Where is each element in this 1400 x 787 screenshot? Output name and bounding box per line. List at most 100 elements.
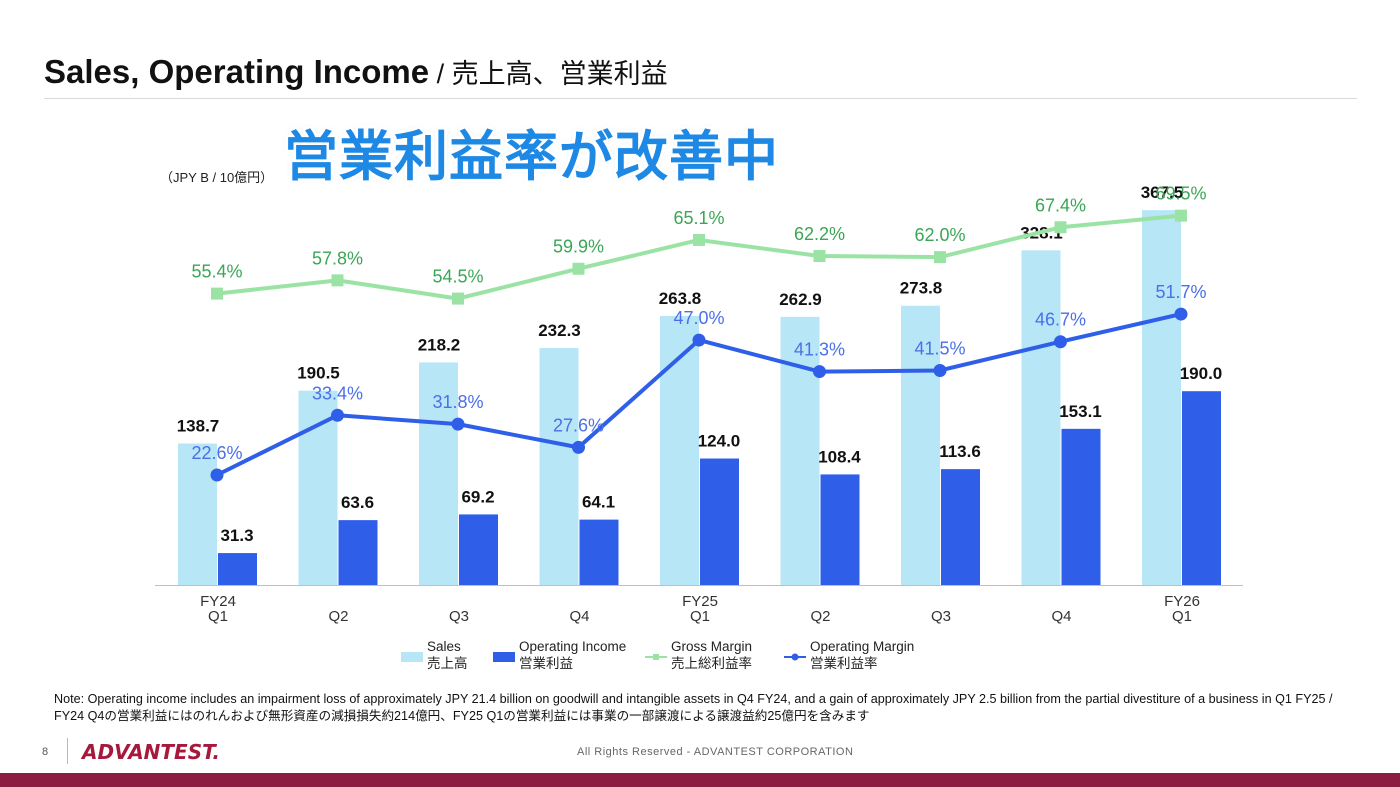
- marker-operating-margin-3: [572, 440, 585, 454]
- label-operating-income-1: 63.6: [341, 493, 374, 512]
- legend-swatch-sales: [401, 652, 423, 662]
- label-operating-income-2: 69.2: [461, 487, 494, 506]
- bar-sales-2: [419, 362, 458, 585]
- x-tick-label-8-line2: Q1: [1172, 608, 1192, 625]
- page-title: Sales, Operating Income / 売上高、営業利益: [44, 52, 668, 91]
- marker-gross-margin-6: [934, 251, 946, 264]
- label-gross-margin-2: 54.5%: [432, 267, 483, 287]
- bar-operating-income-7: [1061, 428, 1101, 585]
- x-tick-label-6-line2: Q3: [931, 608, 951, 625]
- x-tick-label-4-line2: Q1: [690, 608, 710, 625]
- label-sales-4: 263.8: [659, 289, 702, 308]
- marker-operating-margin-1: [331, 408, 344, 422]
- legend-operating-income-en: Operating Income: [519, 639, 627, 654]
- label-operating-income-6: 113.6: [939, 442, 981, 461]
- x-tick-label-1-line2: Q2: [328, 608, 348, 625]
- label-operating-margin-1: 33.4%: [312, 383, 363, 403]
- marker-gross-margin-3: [572, 262, 585, 275]
- page-title-main: Sales, Operating Income: [44, 53, 430, 90]
- x-tick-label-3-line2: Q4: [569, 608, 589, 625]
- bar-sales-0: [178, 443, 217, 585]
- unit-label: （JPY B / 10億円）: [160, 170, 274, 185]
- bar-sales-4: [660, 315, 699, 585]
- legend-sales-ja: 売上高: [427, 656, 468, 671]
- label-operating-margin-2: 31.8%: [432, 392, 483, 412]
- label-operating-margin-0: 22.6%: [191, 443, 242, 463]
- label-gross-margin-7: 67.4%: [1035, 195, 1086, 215]
- label-sales-0: 138.7: [177, 417, 220, 436]
- bar-operating-income-2: [459, 514, 498, 585]
- sales-operating-income-chart: 138.731.3FY24Q1190.563.6Q2218.269.2Q3232…: [155, 183, 1243, 625]
- label-operating-margin-7: 46.7%: [1035, 310, 1086, 330]
- title-divider: [44, 98, 1357, 99]
- marker-operating-margin-4: [692, 333, 706, 347]
- label-gross-margin-4: 65.1%: [673, 208, 724, 228]
- label-operating-income-3: 64.1: [582, 493, 615, 512]
- marker-gross-margin-7: [1054, 221, 1067, 234]
- label-gross-margin-0: 55.4%: [191, 262, 242, 282]
- marker-gross-margin-5: [813, 250, 826, 263]
- bar-sales-8: [1142, 210, 1181, 585]
- marker-operating-margin-6: [933, 363, 947, 377]
- callout-text: 営業利益率が改善中: [284, 125, 779, 188]
- x-tick-label-7-line2: Q4: [1051, 608, 1071, 625]
- legend-gross-margin-ja: 売上総利益率: [671, 656, 752, 671]
- bar-operating-income-1: [338, 520, 378, 585]
- legend-gross-margin-en: Gross Margin: [671, 639, 753, 654]
- label-gross-margin-3: 59.9%: [553, 237, 604, 257]
- marker-operating-margin-2: [451, 417, 465, 431]
- label-operating-margin-5: 41.3%: [794, 340, 845, 360]
- label-operating-income-0: 31.3: [220, 526, 253, 545]
- label-operating-margin-6: 41.5%: [914, 338, 965, 358]
- label-sales-1: 190.5: [297, 364, 340, 383]
- marker-gross-margin-8: [1175, 209, 1187, 222]
- label-operating-margin-8: 51.7%: [1155, 282, 1206, 302]
- x-tick-label-8-line1: FY26: [1164, 593, 1200, 610]
- legend-swatch-operating-income: [493, 652, 515, 662]
- x-tick-label-5-line2: Q2: [810, 608, 830, 625]
- footer-divider: [67, 738, 68, 764]
- marker-gross-margin-0: [211, 287, 223, 300]
- label-operating-margin-4: 47.0%: [673, 308, 724, 328]
- copyright-text: All Rights Reserved - ADVANTEST CORPORAT…: [577, 746, 854, 758]
- bottom-brand-bar: [0, 773, 1400, 787]
- marker-operating-margin-0: [210, 468, 224, 482]
- bar-operating-income-8: [1182, 391, 1221, 585]
- bar-sales-7: [1021, 250, 1061, 585]
- page-number: 8: [42, 746, 49, 758]
- x-tick-label-0-line2: Q1: [208, 608, 228, 625]
- label-sales-6: 273.8: [900, 279, 943, 298]
- legend-swatch-operating-margin: [784, 653, 806, 661]
- marker-operating-margin-8: [1174, 307, 1188, 321]
- footnote: Note: Operating income includes an impai…: [54, 692, 1333, 723]
- label-operating-income-8: 190.0: [1180, 364, 1223, 383]
- legend-swatch-gross-margin: [645, 654, 667, 660]
- label-sales-2: 218.2: [418, 335, 461, 354]
- label-operating-income-7: 153.1: [1059, 402, 1102, 421]
- marker-gross-margin-4: [693, 233, 705, 246]
- legend-operating-margin-en: Operating Margin: [810, 639, 915, 654]
- label-operating-margin-3: 27.6%: [553, 415, 604, 435]
- label-operating-income-5: 108.4: [818, 447, 861, 466]
- marker-operating-margin-5: [813, 365, 826, 379]
- bar-sales-6: [901, 305, 940, 585]
- label-sales-3: 232.3: [538, 321, 581, 340]
- label-gross-margin-6: 62.0%: [914, 225, 965, 245]
- label-operating-income-4: 124.0: [698, 432, 741, 451]
- bar-sales-3: [539, 348, 579, 585]
- label-gross-margin-8: 69.5%: [1155, 184, 1206, 204]
- bar-operating-income-5: [820, 474, 860, 585]
- bar-operating-income-3: [579, 519, 619, 585]
- advantest-logo: ADVANTEST.: [82, 740, 220, 764]
- legend-operating-margin-ja: 営業利益率: [810, 656, 878, 671]
- marker-gross-margin-2: [452, 292, 464, 305]
- marker-operating-margin-7: [1054, 335, 1067, 349]
- label-sales-8: 367.5: [1141, 183, 1184, 202]
- legend-operating-income-ja: 営業利益: [519, 656, 573, 671]
- legend-sales-en: Sales: [427, 639, 461, 654]
- label-gross-margin-5: 62.2%: [794, 224, 845, 244]
- label-gross-margin-1: 57.8%: [312, 248, 363, 268]
- page-title-sub: / 売上高、営業利益: [429, 59, 668, 89]
- marker-gross-margin-1: [331, 274, 344, 287]
- x-tick-label-2-line2: Q3: [449, 608, 469, 625]
